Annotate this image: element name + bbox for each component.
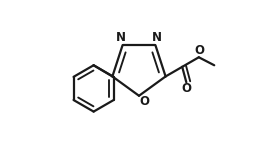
Text: O: O xyxy=(195,44,205,57)
Text: O: O xyxy=(140,95,150,108)
Text: O: O xyxy=(181,82,191,95)
Text: N: N xyxy=(152,31,162,44)
Text: N: N xyxy=(116,31,126,44)
